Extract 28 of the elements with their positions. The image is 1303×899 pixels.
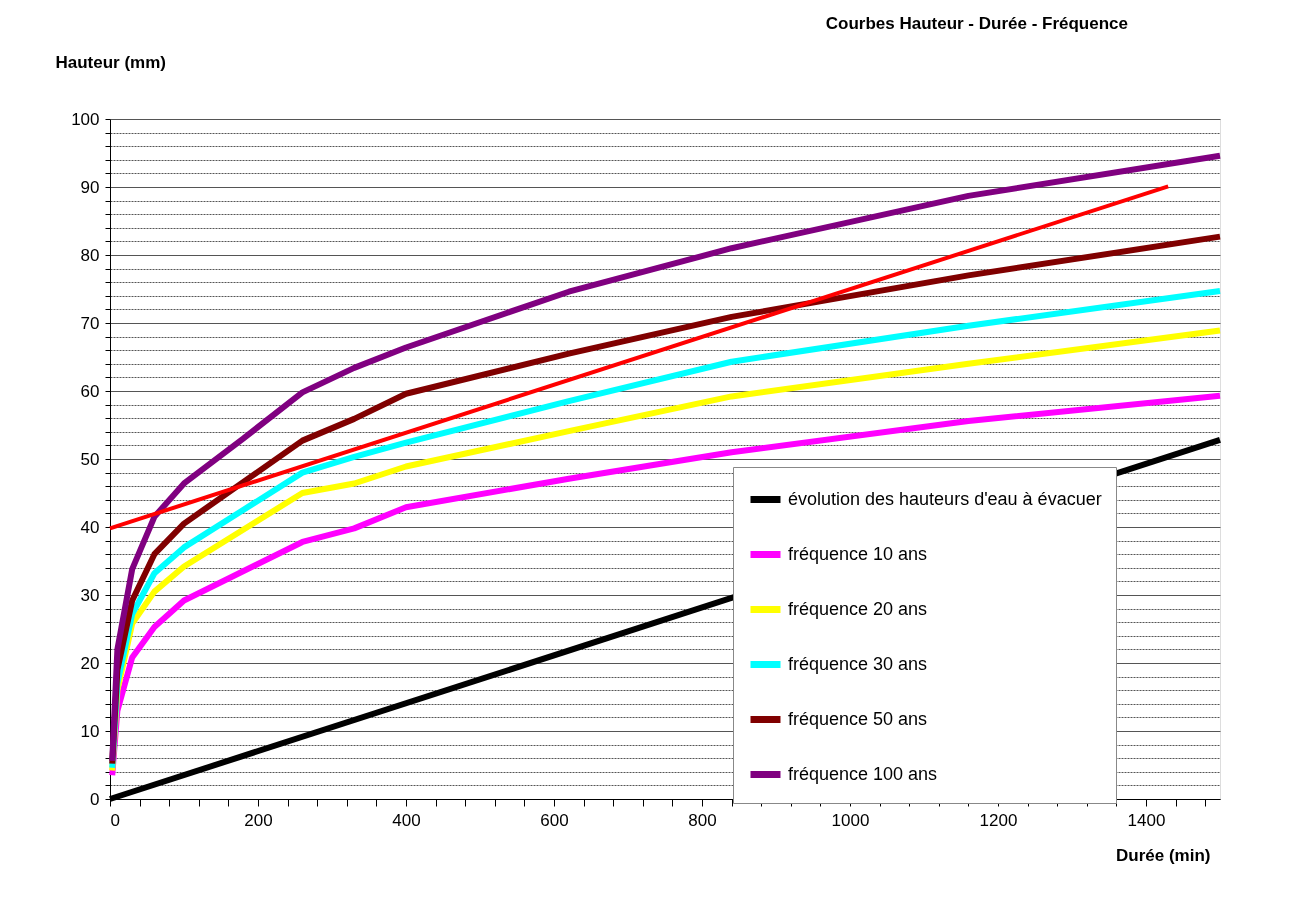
x-tick-label: 800 [688,810,717,830]
y-tick-label: 50 [80,449,100,469]
x-tick-label: 600 [540,810,569,830]
x-tick-label: 400 [392,810,421,830]
legend-label: fréquence 20 ans [788,598,928,619]
legend-label: évolution des hauteurs d'eau à évacuer [788,488,1102,509]
legend-label: fréquence 30 ans [788,653,928,674]
y-tick-label: 80 [80,245,100,265]
x-tick-label: 0 [110,810,120,830]
y-tick-label: 90 [80,177,100,197]
x-tick-label: 1200 [979,810,1018,830]
y-tick-label: 60 [80,381,100,401]
y-axis-title: Hauteur (mm) [55,52,167,72]
legend-label: fréquence 100 ans [788,763,938,784]
y-tick-label: 70 [80,313,100,333]
y-tick-label: 20 [80,653,100,673]
x-tick-label: 1400 [1127,810,1166,830]
x-tick-label: 200 [244,810,273,830]
y-tick-label: 30 [80,585,100,605]
y-tick-label: 0 [90,789,100,809]
legend-label: fréquence 10 ans [788,543,928,564]
y-tick-label: 10 [80,721,100,741]
chart-title: Courbes Hauteur - Durée - Fréquence [825,14,1128,33]
legend-label: fréquence 50 ans [788,708,928,729]
x-tick-label: 1000 [831,810,870,830]
y-tick-label: 40 [80,517,100,537]
y-tick-label: 100 [71,109,100,129]
x-axis-title: Durée (min) [1116,845,1211,865]
